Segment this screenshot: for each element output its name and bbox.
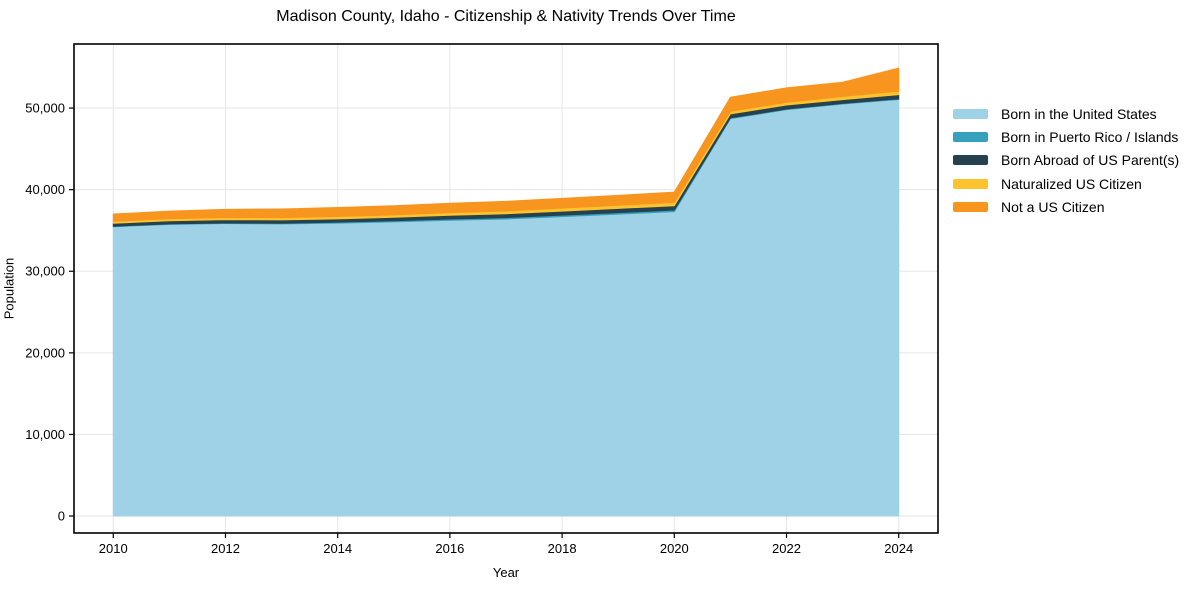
x-tick-label: 2010: [99, 541, 128, 556]
legend-swatch-1: [953, 132, 988, 143]
area-series-4: [112, 67, 900, 222]
legend-label-3: Naturalized US Citizen: [1001, 175, 1142, 192]
y-tick-label: 0: [58, 509, 65, 524]
x-tick-label: 2018: [548, 541, 577, 556]
x-tick-label: 2020: [660, 541, 689, 556]
x-tick-label: 2022: [772, 541, 801, 556]
legend-label-2: Born Abroad of US Parent(s): [1001, 152, 1180, 169]
y-tick-label: 10,000: [25, 427, 65, 442]
plot-border: [73, 43, 939, 534]
chart-title: Madison County, Idaho - Citizenship & Na…: [276, 8, 736, 25]
legend-item-0: Born in the United States: [953, 102, 1179, 125]
legend-swatch-4: [953, 202, 988, 213]
y-axis-label: Population: [1, 257, 17, 320]
legend-item-1: Born in Puerto Rico / Islands: [953, 125, 1179, 148]
y-tick-label: 30,000: [25, 264, 65, 279]
legend-item-3: Naturalized US Citizen: [953, 172, 1179, 195]
legend: Born in the United States Born in Puerto …: [953, 102, 1179, 219]
legend-item-2: Born Abroad of US Parent(s): [953, 149, 1179, 172]
area-series-0: [112, 98, 900, 517]
x-tick-label: 2016: [435, 541, 464, 556]
legend-label-0: Born in the United States: [1001, 105, 1157, 122]
legend-swatch-2: [953, 155, 988, 166]
legend-swatch-0: [953, 108, 988, 119]
y-tick-label: 40,000: [25, 182, 65, 197]
legend-label-1: Born in Puerto Rico / Islands: [1001, 129, 1179, 146]
y-tick-label: 50,000: [25, 101, 65, 116]
x-tick-label: 2024: [884, 541, 913, 556]
legend-swatch-3: [953, 178, 988, 189]
legend-label-4: Not a US Citizen: [1001, 199, 1105, 216]
x-axis-label: Year: [492, 565, 520, 580]
x-tick-label: 2012: [211, 541, 240, 556]
legend-item-4: Not a US Citizen: [953, 196, 1179, 219]
y-tick-label: 20,000: [25, 345, 65, 360]
x-tick-label: 2014: [323, 541, 352, 556]
